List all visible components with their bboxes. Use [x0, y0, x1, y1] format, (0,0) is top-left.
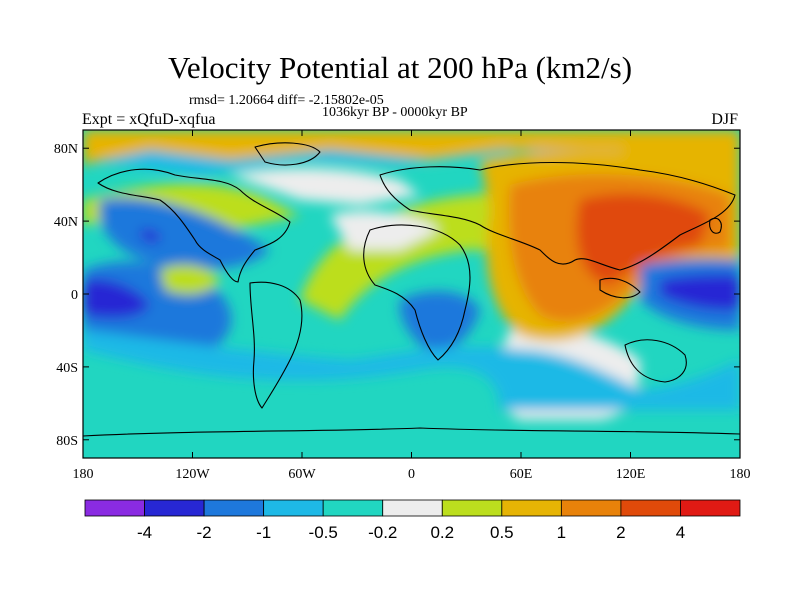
colorbar-label: -2	[197, 523, 212, 542]
field-patch	[83, 279, 150, 318]
field-patch	[160, 264, 220, 295]
field-patch	[399, 291, 480, 351]
longitude-tick-label: 120W	[175, 467, 210, 482]
coastline-eurasia	[379, 161, 736, 271]
coastline-antarctica	[83, 427, 740, 437]
colorbar-label: -1	[256, 523, 271, 542]
latitude-tick-label: 0	[71, 288, 78, 303]
field-patch	[576, 193, 710, 285]
field-patch	[230, 168, 420, 205]
longitude-tick-label: 0	[408, 467, 415, 482]
colorbar-swatch	[680, 499, 741, 517]
colorbar-swatch	[441, 499, 503, 517]
colorbar-label: 0.5	[490, 523, 514, 542]
colorbar-label: 2	[616, 523, 625, 542]
coastline-japan	[709, 217, 722, 234]
colorbar-swatch	[620, 499, 681, 517]
rmsd-diff-stats: rmsd= 1.20664 diff= -2.15802e-05	[189, 93, 384, 108]
field-patch	[83, 130, 740, 165]
time-period: 1036kyr BP - 0000kyr BP	[322, 105, 468, 120]
coastline-australia	[624, 339, 687, 383]
map-title: Velocity Potential at 200 hPa (km2/s)	[167, 50, 633, 85]
longitude-tick-label: 180	[73, 467, 94, 482]
colorbar-swatch	[501, 499, 562, 517]
colorbar: -4 -2 -1 -0.5 -0.2 0.2 0.5 1 2 4	[84, 499, 741, 542]
longitude-tick-label: 60E	[510, 467, 533, 482]
longitude-tick-label: 120E	[616, 467, 646, 482]
velocity-potential-field	[83, 130, 740, 458]
coastline-africa	[363, 224, 471, 361]
latitude-tick-label: 80N	[54, 142, 78, 157]
experiment-label: Expt = xQfuD-xqfua	[82, 111, 216, 128]
field-patch	[660, 274, 740, 311]
coastlines	[83, 142, 740, 437]
colorbar-swatch	[382, 499, 443, 517]
colorbar-label: 4	[676, 523, 685, 542]
colorbar-swatch	[263, 499, 324, 517]
coastline-north-america	[97, 168, 291, 283]
field-patch	[330, 210, 440, 250]
season-label: DJF	[711, 111, 738, 128]
latitude-axis: 80N 40N 0 40S 80S	[54, 142, 740, 449]
longitude-axis: 180 120W 60W 0 60E 120E 180	[73, 130, 751, 482]
colorbar-swatch	[144, 499, 205, 517]
colorbar-label: -0.5	[309, 523, 338, 542]
colorbar-swatch	[560, 499, 622, 517]
colorbar-label: -0.2	[368, 523, 397, 542]
coastline-greenland	[254, 142, 321, 166]
latitude-tick-label: 80S	[56, 434, 78, 449]
colorbar-label: 1	[557, 523, 566, 542]
colorbar-swatch	[203, 499, 265, 517]
field-patch	[83, 330, 740, 410]
longitude-tick-label: 60W	[288, 467, 316, 482]
coastline-maritime-continent	[599, 277, 641, 299]
colorbar-label: -4	[137, 523, 152, 542]
field-patch	[99, 197, 270, 270]
colorbar-label: 0.2	[430, 523, 454, 542]
latitude-tick-label: 40S	[56, 361, 78, 376]
colorbar-swatch	[84, 499, 145, 517]
longitude-tick-label: 180	[730, 467, 751, 482]
coastline-south-america	[249, 281, 303, 409]
colorbar-swatch	[322, 499, 384, 517]
latitude-tick-label: 40N	[54, 215, 78, 230]
field-patch	[139, 229, 161, 243]
